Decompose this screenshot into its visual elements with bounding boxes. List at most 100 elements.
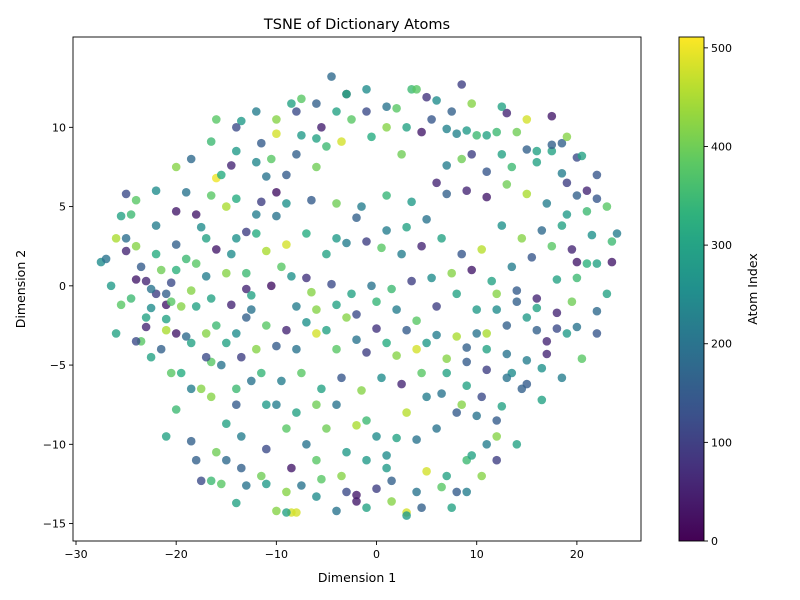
scatter-point	[251, 344, 261, 354]
scatter-point	[312, 329, 321, 338]
scatter-point	[557, 373, 567, 383]
scatter-point	[116, 211, 126, 221]
scatter-point	[212, 115, 221, 124]
scatter-point	[417, 241, 426, 251]
scatter-point	[512, 286, 522, 295]
scatter-point	[552, 308, 562, 318]
scatter-point	[222, 338, 231, 348]
scatter-point	[272, 129, 281, 138]
x-tick-label: −10	[265, 548, 288, 561]
scatter-point	[592, 170, 602, 180]
plot-border	[72, 36, 642, 542]
scatter-point	[457, 80, 467, 89]
scatter-point	[477, 471, 487, 481]
scatter-point	[367, 281, 376, 291]
scatter-point	[257, 368, 266, 378]
scatter-point	[232, 498, 241, 508]
scatter-point	[402, 123, 411, 132]
scatter-point	[407, 197, 416, 207]
scatter-point	[382, 226, 391, 235]
scatter-point	[502, 108, 512, 118]
scatter-point	[171, 162, 181, 172]
scatter-point	[322, 325, 331, 335]
colorbar-tick-label: 500	[711, 42, 732, 55]
scatter-point	[382, 123, 391, 132]
scatter-point	[237, 116, 246, 126]
scatter-point	[437, 389, 446, 398]
scatter-point	[357, 202, 366, 211]
scatter-point	[422, 467, 431, 476]
scatter-point	[247, 305, 256, 314]
plot-frame	[73, 37, 641, 541]
scatter-point	[457, 249, 467, 259]
scatter-point	[312, 162, 321, 172]
x-axis-ticks: −30 −20 −10 0 10 20	[64, 541, 584, 561]
scatter-point	[332, 234, 341, 243]
scatter-point	[312, 492, 321, 501]
scatter-point	[522, 115, 532, 124]
scatter-point	[452, 408, 462, 417]
scatter-point	[362, 416, 371, 425]
scatter-point	[131, 241, 141, 251]
scatter-point	[352, 490, 361, 500]
scatter-point	[332, 107, 341, 116]
scatter-point	[372, 324, 381, 333]
scatter-point	[166, 278, 176, 288]
scatter-point	[412, 344, 421, 354]
scatter-point	[467, 99, 477, 108]
scatter-point	[257, 138, 266, 148]
scatter-point	[402, 325, 411, 335]
scatter-point	[217, 479, 226, 489]
scatter-point	[196, 476, 206, 486]
scatter-point	[126, 210, 136, 219]
scatter-point	[442, 471, 452, 481]
scatter-point	[397, 379, 406, 389]
scatter-point	[262, 400, 271, 410]
scatter-point	[272, 115, 281, 124]
scatter-point	[111, 329, 121, 338]
scatter-point	[267, 281, 276, 291]
scatter-point	[272, 211, 281, 221]
scatter-point	[452, 487, 462, 497]
scatter-point	[582, 207, 592, 216]
x-tick-label: −20	[165, 548, 188, 561]
scatter-point	[532, 146, 542, 156]
scatter-point	[537, 363, 547, 373]
scatter-points	[96, 72, 622, 520]
scatter-point	[547, 241, 557, 251]
scatter-point	[352, 497, 361, 506]
scatter-point	[262, 172, 271, 181]
scatter-point	[126, 294, 136, 303]
x-tick-label: −30	[64, 548, 87, 561]
scatter-point	[442, 368, 452, 378]
scatter-point	[472, 305, 482, 314]
scatter-point	[552, 275, 562, 284]
scatter-point	[482, 329, 492, 338]
scatter-point	[362, 107, 371, 116]
scatter-point	[497, 150, 507, 159]
scatter-point	[297, 368, 306, 378]
scatter-point	[146, 303, 156, 313]
scatter-point	[492, 432, 502, 441]
scatter-point	[251, 210, 261, 219]
scatter-point	[602, 289, 612, 299]
scatter-point	[272, 341, 281, 351]
scatter-point	[242, 284, 251, 294]
scatter-point	[447, 107, 457, 116]
scatter-point	[492, 455, 502, 465]
scatter-point	[532, 325, 542, 335]
scatter-point	[297, 481, 306, 490]
scatter-point	[532, 303, 542, 313]
scatter-point	[212, 245, 221, 254]
scatter-point	[196, 222, 206, 232]
chart-title: TSNE of Dictionary Atoms	[263, 17, 450, 33]
scatter-point	[101, 254, 111, 264]
scatter-point	[392, 433, 401, 443]
x-axis-label: Dimension 1	[318, 570, 396, 585]
scatter-point	[392, 305, 401, 314]
scatter-point	[612, 229, 622, 238]
scatter-point	[111, 234, 121, 243]
scatter-point	[432, 302, 441, 311]
scatter-point	[477, 245, 487, 254]
scatter-point	[412, 85, 421, 94]
